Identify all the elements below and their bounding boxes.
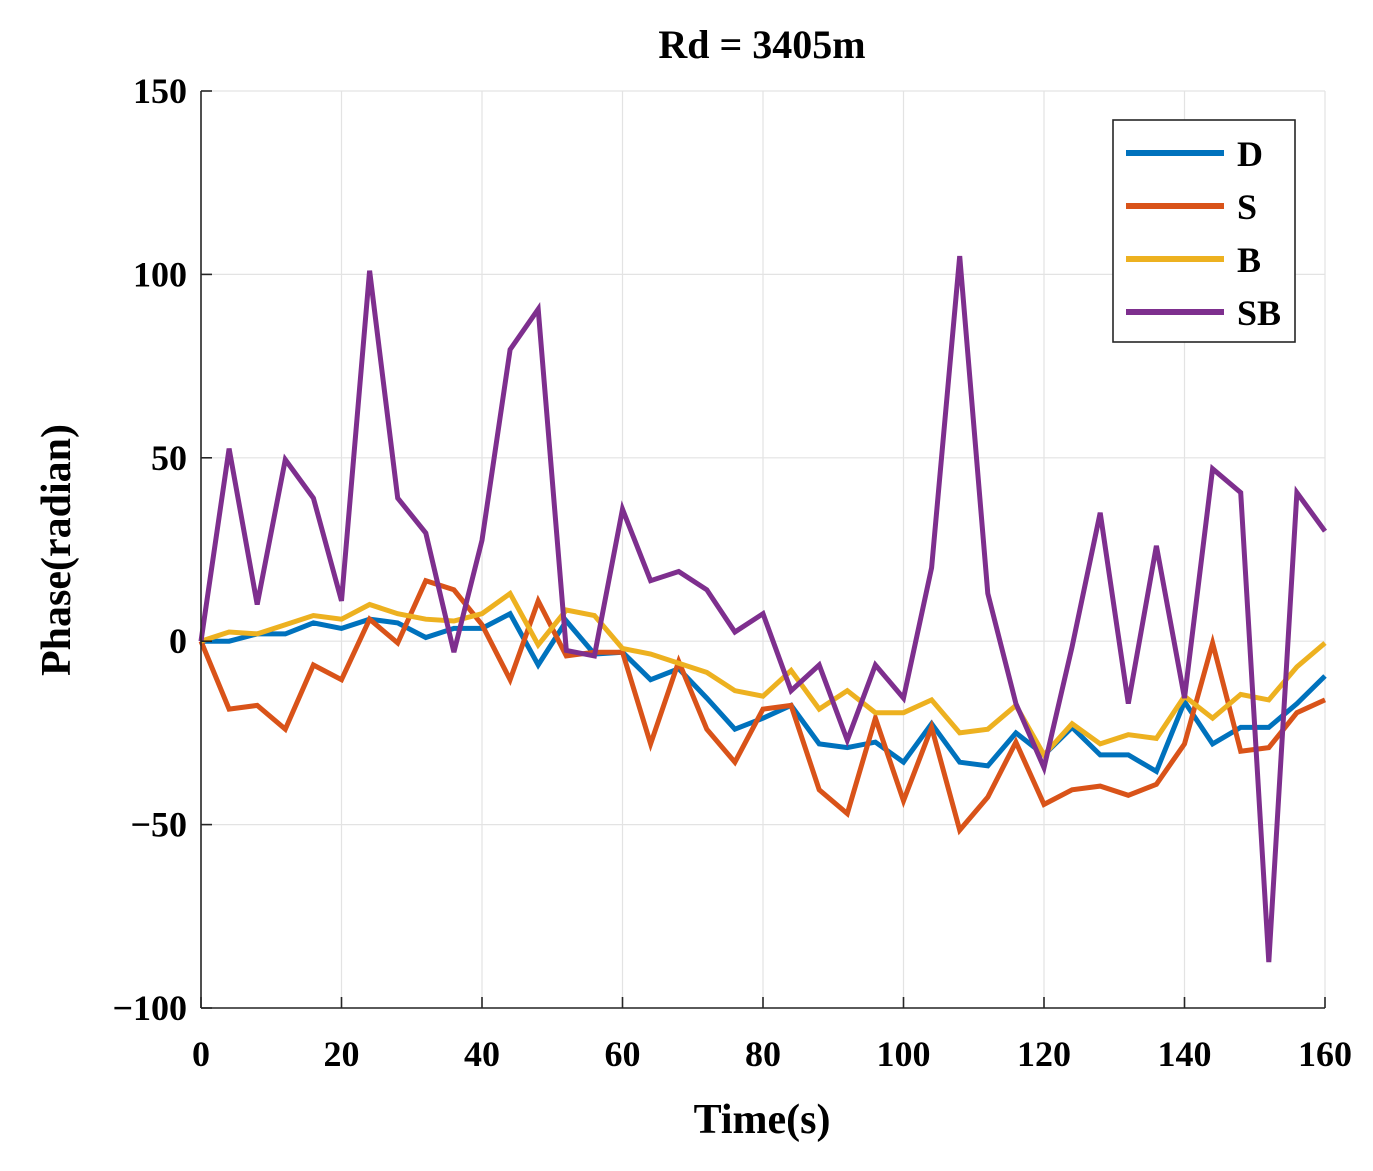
x-tick-label: 160 — [1298, 1034, 1352, 1074]
y-tick-label: −50 — [130, 805, 187, 845]
y-tick-label: 100 — [133, 254, 187, 294]
legend-label-sb: SB — [1237, 293, 1281, 333]
x-tick-label: 20 — [324, 1034, 360, 1074]
series-lines — [198, 255, 1328, 963]
series-line-s — [198, 577, 1327, 836]
x-tick-label: 0 — [192, 1034, 210, 1074]
x-axis-label: Time(s) — [694, 1097, 831, 1143]
legend-label-b: B — [1237, 240, 1261, 280]
axes — [200, 90, 1326, 1009]
x-tick-label: 60 — [605, 1034, 641, 1074]
y-tick-label: −100 — [112, 988, 187, 1028]
x-tick-label: 100 — [877, 1034, 931, 1074]
x-tick-label: 120 — [1017, 1034, 1071, 1074]
legend-label-s: S — [1237, 187, 1257, 227]
y-tick-label: 0 — [169, 621, 187, 661]
tick-labels: 0 20 40 60 80 100 120 140 160 150 100 50 0 −50 −100 — [112, 71, 1352, 1074]
y-axis-label: Phase(radian) — [34, 424, 80, 676]
x-tick-label: 140 — [1158, 1034, 1212, 1074]
series-line-d — [201, 610, 1327, 776]
y-tick-label: 50 — [151, 438, 187, 478]
legend-label-d: D — [1237, 134, 1263, 174]
x-tick-label: 40 — [464, 1034, 500, 1074]
series-line-b — [200, 589, 1327, 760]
series-line-sb — [198, 255, 1328, 963]
y-tick-label: 150 — [133, 71, 187, 111]
legend-box — [1112, 119, 1296, 343]
x-tick-label: 80 — [745, 1034, 781, 1074]
chart-title: Rd = 3405m — [658, 22, 865, 67]
